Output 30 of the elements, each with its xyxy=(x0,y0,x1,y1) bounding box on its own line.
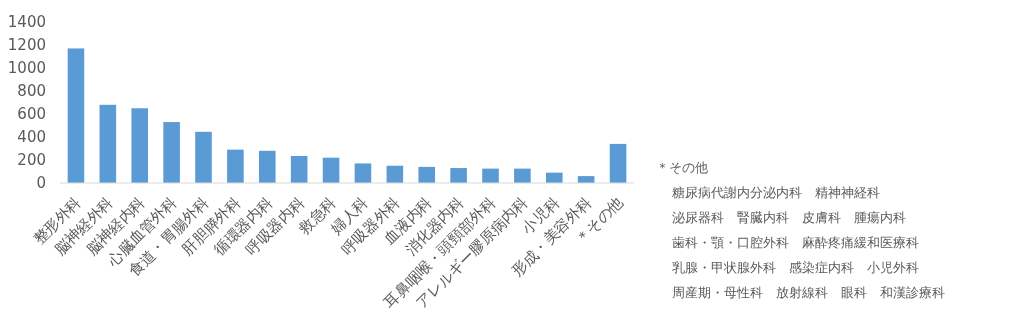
bar xyxy=(514,168,531,183)
y-tick-label: 800 xyxy=(17,82,46,101)
bar xyxy=(227,149,244,183)
y-tick-label: 400 xyxy=(17,128,46,147)
y-tick-label: 1400 xyxy=(7,13,46,32)
text: ＊その他 xyxy=(656,160,708,175)
bar xyxy=(290,155,308,183)
bar xyxy=(609,143,627,183)
bar xyxy=(322,157,340,183)
text: 周産期・母性科 放射線科 眼科 和漢診療科 xyxy=(672,285,945,300)
bar xyxy=(163,122,180,183)
bar xyxy=(195,131,212,183)
y-tick-label: 600 xyxy=(17,105,46,124)
bar xyxy=(99,104,117,183)
text: 泌尿器科 腎臓内科 皮膚科 腫瘍内科 xyxy=(672,210,906,225)
text: 糖尿病代謝内分泌内科 精神神経科 xyxy=(672,185,880,200)
text: 歯科・顎・口腔外科 麻酔疼痛緩和医療科 xyxy=(672,235,919,250)
bar xyxy=(131,108,149,183)
y-tick-label: 0 xyxy=(36,174,46,193)
bar xyxy=(418,166,436,183)
text: 乳腺・甲状腺外科 感染症内科 小児外科 xyxy=(672,260,919,275)
bar xyxy=(482,168,499,183)
bar xyxy=(258,150,276,183)
y-tick-label: 1200 xyxy=(7,36,46,55)
bar xyxy=(67,48,85,183)
y-tick-label: 1000 xyxy=(7,59,46,78)
y-tick-label: 200 xyxy=(17,151,46,170)
bar xyxy=(354,163,372,183)
bar xyxy=(450,168,467,183)
bar xyxy=(386,165,404,183)
